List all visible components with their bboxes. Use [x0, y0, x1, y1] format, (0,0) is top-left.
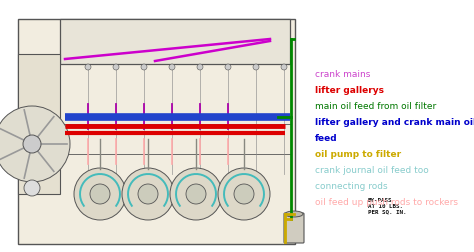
Circle shape [170, 168, 222, 220]
Circle shape [90, 184, 110, 204]
Circle shape [74, 168, 126, 220]
Circle shape [138, 184, 158, 204]
Circle shape [141, 65, 147, 71]
Text: oil pump to filter: oil pump to filter [315, 149, 401, 158]
Polygon shape [18, 20, 295, 244]
Circle shape [113, 65, 119, 71]
Circle shape [85, 65, 91, 71]
Text: BY-PASS
AT 10 LBS.
PER SQ. IN.: BY-PASS AT 10 LBS. PER SQ. IN. [368, 197, 407, 214]
Circle shape [186, 184, 206, 204]
Polygon shape [60, 20, 290, 65]
Text: feed: feed [315, 134, 337, 142]
Ellipse shape [285, 211, 303, 217]
Circle shape [218, 168, 270, 220]
Circle shape [281, 65, 287, 71]
Circle shape [234, 184, 254, 204]
Circle shape [0, 107, 70, 182]
FancyBboxPatch shape [18, 55, 60, 194]
Circle shape [225, 65, 231, 71]
Text: lifter gallerys: lifter gallerys [315, 86, 384, 94]
Text: connecting rods: connecting rods [315, 181, 388, 190]
Text: crank journal oil feed too: crank journal oil feed too [315, 165, 429, 174]
Circle shape [23, 136, 41, 153]
Circle shape [122, 168, 174, 220]
FancyBboxPatch shape [284, 213, 304, 243]
Circle shape [169, 65, 175, 71]
Text: oil feed up push rods to rockers: oil feed up push rods to rockers [315, 197, 458, 206]
Text: lifter gallery and crank main oil: lifter gallery and crank main oil [315, 117, 474, 127]
Text: main oil feed from oil filter: main oil feed from oil filter [315, 102, 436, 111]
Circle shape [253, 65, 259, 71]
Circle shape [24, 180, 40, 196]
Circle shape [197, 65, 203, 71]
Text: crank mains: crank mains [315, 70, 370, 79]
